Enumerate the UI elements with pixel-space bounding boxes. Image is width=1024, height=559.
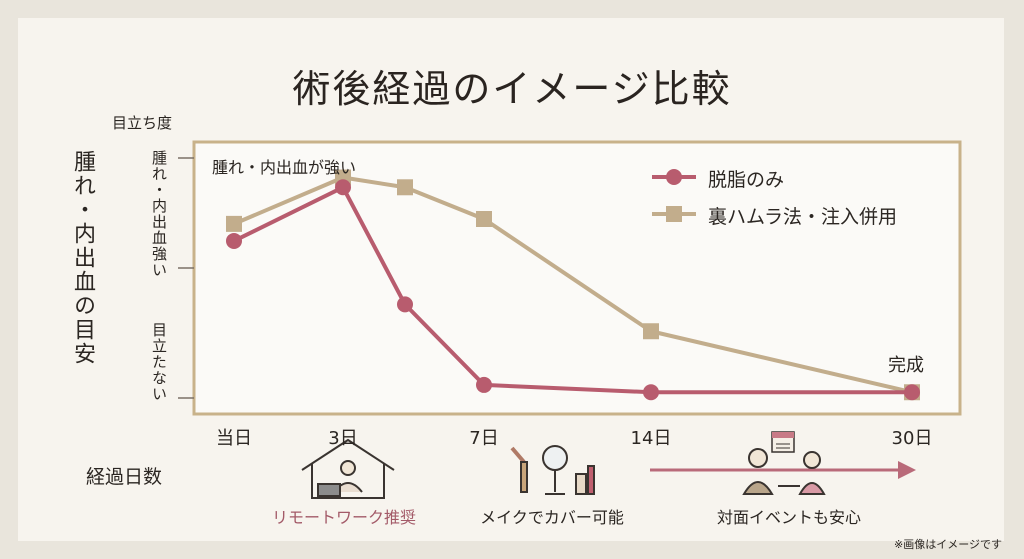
data-point-fat-removal: [226, 232, 242, 249]
x-tick-label: 当日: [216, 428, 252, 449]
footnote: ※画像はイメージです: [894, 538, 1002, 551]
chart-title: 術後経過のイメージ比較: [292, 67, 732, 111]
y-axis-caption: 目立ち度: [112, 114, 173, 132]
data-point-fat-removal: [335, 179, 351, 196]
x-tick-label: 3日: [328, 428, 358, 449]
data-point-fat-removal: [643, 384, 659, 401]
x-axis-label: 経過日数: [86, 466, 163, 488]
y-tick-bottom-label: 目立たない: [150, 322, 168, 402]
meeting-icon: [742, 448, 826, 495]
legend-label-series1: 脱脂のみ: [708, 169, 785, 191]
data-point-fat-removal: [476, 376, 492, 393]
annotation-complete: 完成: [888, 355, 924, 376]
timeline-arrow-head: [898, 461, 916, 479]
data-point-fat-removal: [904, 384, 920, 401]
x-tick-label: 30日: [891, 428, 933, 449]
legend-marker-series1: [666, 169, 682, 185]
series-line-hamra-injection: [233, 175, 913, 395]
data-point-hamra-injection: [226, 215, 242, 232]
caption-makeup: メイクでカバー可能: [480, 508, 624, 527]
x-tick-label: 14日: [630, 428, 672, 449]
data-point-hamra-injection: [397, 179, 413, 196]
caption-remote-work: リモートワーク推奨: [271, 508, 417, 527]
house-laptop-icon: [301, 438, 395, 499]
x-tick-label: 7日: [469, 428, 499, 449]
makeup-icon: [510, 445, 595, 495]
annotation-high: 腫れ・内出血が強い: [212, 158, 357, 177]
data-point-hamra-injection: [476, 211, 492, 227]
y-vertical-label: 腫れ・内出血の目安: [70, 150, 95, 366]
calendar-icon: [771, 431, 795, 453]
plot-frame: [192, 140, 962, 416]
data-point-hamra-injection: [643, 323, 659, 340]
legend-marker-series2: [666, 206, 682, 222]
y-tick-top-label: 腫れ・内出血強い: [150, 150, 168, 278]
series-layer: [226, 169, 920, 401]
series-line-fat-removal: [233, 185, 912, 395]
legend-label-series2: 裏ハムラ法・注入併用: [708, 206, 898, 228]
caption-event: 対面イベントも安心: [716, 508, 862, 527]
data-point-fat-removal: [397, 296, 413, 313]
